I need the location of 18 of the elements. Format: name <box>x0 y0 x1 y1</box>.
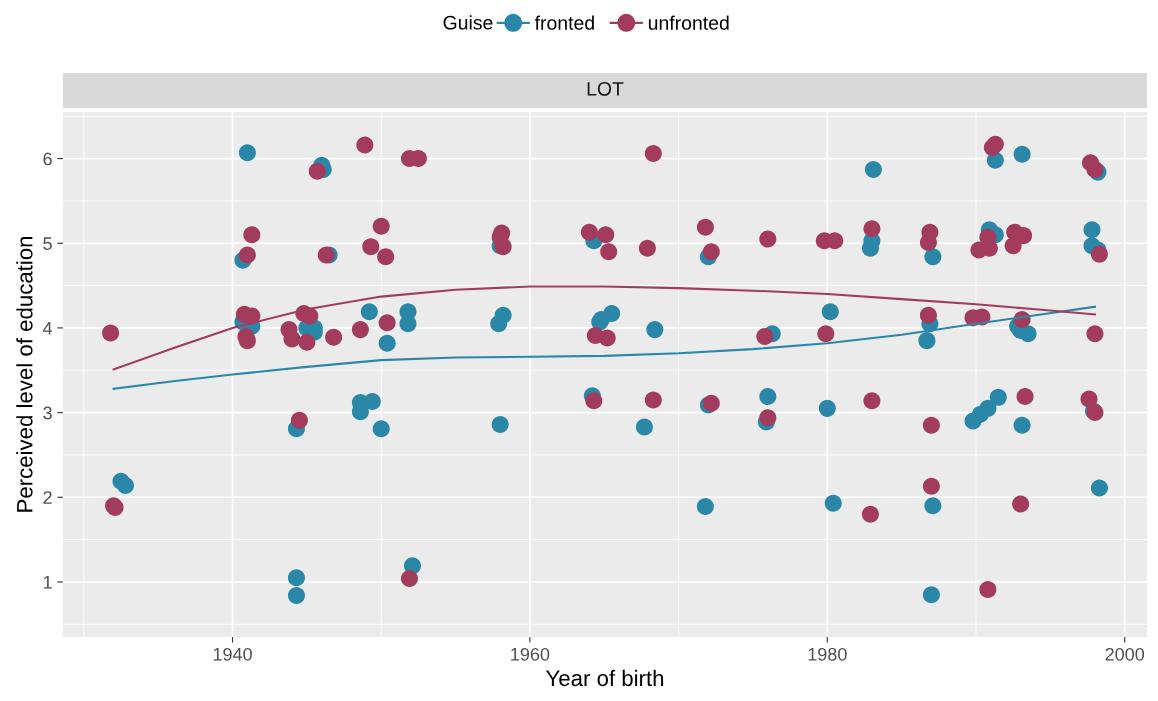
x-tick-label: 1960 <box>511 647 550 661</box>
y-tick-label: 2 <box>43 491 52 504</box>
chart-title: LOT <box>587 81 624 96</box>
y-tick-label: 6 <box>43 152 52 166</box>
x-tick-label: 2000 <box>1105 647 1145 661</box>
line-series <box>112 305 1096 390</box>
legend-label: fronted <box>534 15 594 30</box>
y-axis-title: Perceived level of education <box>16 236 33 512</box>
x-tick-label: 1980 <box>808 647 847 661</box>
legend-label: unfronted <box>648 15 729 30</box>
y-tick-label: 3 <box>43 406 52 420</box>
legend-title: Guise <box>443 15 493 30</box>
y-tick-label: 5 <box>43 237 52 250</box>
y-tick-label: 1 <box>43 576 52 589</box>
y-tick-label: 4 <box>42 322 53 335</box>
line-series <box>112 285 1096 371</box>
x-axis-title: Year of birth <box>545 669 664 687</box>
x-tick-label: 1940 <box>213 647 252 661</box>
